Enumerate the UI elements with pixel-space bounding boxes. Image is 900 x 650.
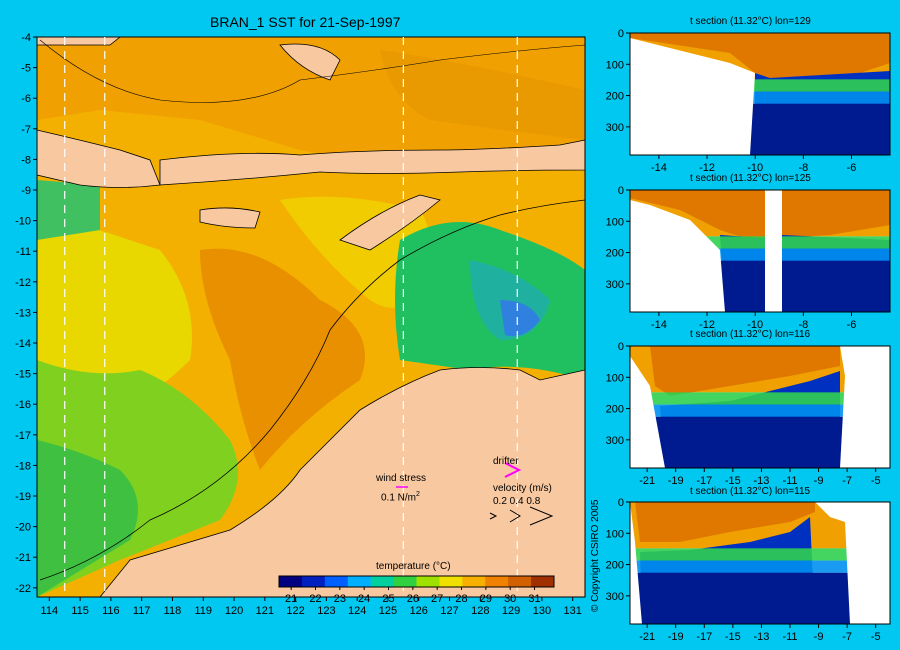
section-x-tick-label: -21 bbox=[639, 475, 655, 487]
section-x-tick-label: -11 bbox=[782, 475, 797, 487]
section-y-tick-label: 0 bbox=[618, 497, 624, 509]
section-y-tick-label: 0 bbox=[618, 341, 624, 353]
section-x-tick-label: -17 bbox=[696, 475, 712, 487]
section-panel: -21 -19 -17 -15 -13 -11 -9 -7 -5 0 100 200 300 bbox=[606, 341, 890, 487]
section-x-tick-label: -12 bbox=[699, 319, 715, 331]
section-x-tick-label: -7 bbox=[842, 631, 852, 643]
section-y-tick-label: 0 bbox=[618, 28, 624, 40]
section-x-tick-label: -21 bbox=[639, 631, 655, 643]
section-y-tick-label: 300 bbox=[606, 591, 624, 603]
section-y-tick-label: 200 bbox=[606, 248, 624, 260]
section-y-tick-label: 100 bbox=[606, 372, 624, 384]
section-y-tick-label: 200 bbox=[606, 560, 624, 572]
section-x-tick-label: -8 bbox=[798, 319, 808, 331]
section-x-tick-label: -10 bbox=[747, 319, 763, 331]
section-x-tick-label: -19 bbox=[668, 475, 684, 487]
section-x-tick-label: -15 bbox=[725, 631, 741, 643]
section-x-tick-label: -19 bbox=[668, 631, 684, 643]
section-x-tick-label: -9 bbox=[814, 631, 824, 643]
section-panel: -14 -12 -10 -8 -6 0 100 200 300 bbox=[606, 185, 890, 331]
section-y-tick-label: 100 bbox=[606, 216, 624, 228]
section-y-tick-label: 300 bbox=[606, 279, 624, 291]
section-x-tick-label: -8 bbox=[798, 162, 808, 174]
section-x-tick-label: -5 bbox=[871, 475, 881, 487]
section-y-tick-label: 200 bbox=[606, 91, 624, 103]
section-x-tick-label: -14 bbox=[651, 319, 667, 331]
section-x-tick-label: -6 bbox=[847, 319, 857, 331]
section-x-tick-label: -6 bbox=[847, 162, 857, 174]
section-y-tick-label: 0 bbox=[618, 185, 624, 197]
section-x-tick-label: -13 bbox=[753, 631, 769, 643]
section-panel: -14 -12 -10 -8 -6 0 100 200 300 bbox=[606, 28, 890, 174]
section-x-tick-label: -14 bbox=[651, 162, 667, 174]
copyright-text: © Copyright CSIRO 2005 bbox=[590, 500, 601, 612]
section-panel: -21 -19 -17 -15 -13 -11 -9 -7 -5 0 100 200 300 bbox=[606, 497, 890, 643]
section-x-tick-label: -13 bbox=[753, 475, 769, 487]
section-x-tick-label: -7 bbox=[842, 475, 852, 487]
section-x-tick-label: -5 bbox=[871, 631, 881, 643]
section-y-tick-label: 100 bbox=[606, 528, 624, 540]
section-x-tick-label: -9 bbox=[814, 475, 824, 487]
section-y-tick-label: 300 bbox=[606, 122, 624, 134]
section-x-tick-label: -10 bbox=[747, 162, 763, 174]
section-x-tick-label: -17 bbox=[696, 631, 712, 643]
section-y-tick-label: 300 bbox=[606, 435, 624, 447]
section-x-tick-label: -11 bbox=[782, 631, 797, 643]
section-y-tick-label: 200 bbox=[606, 404, 624, 416]
section-y-tick-label: 100 bbox=[606, 59, 624, 71]
section-x-tick-label: -15 bbox=[725, 475, 741, 487]
section-x-tick-label: -12 bbox=[699, 162, 715, 174]
